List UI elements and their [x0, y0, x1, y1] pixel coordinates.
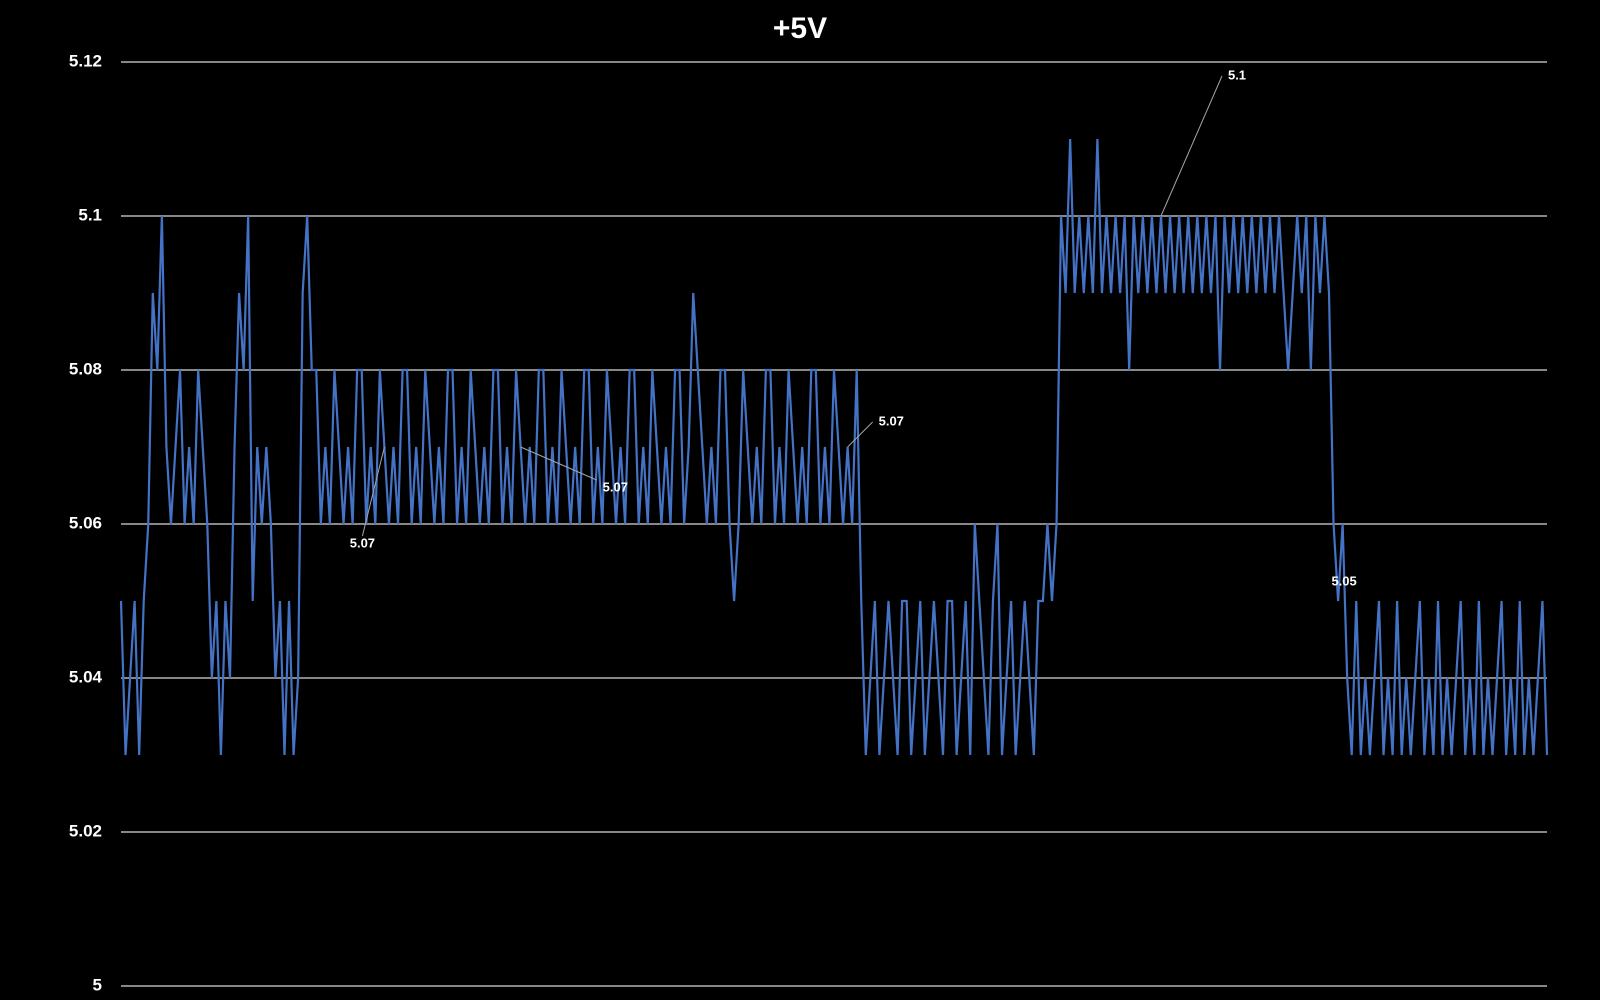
data-label: 5.05: [1331, 573, 1356, 588]
y-tick-label: 5: [93, 975, 102, 994]
y-tick-label: 5.08: [69, 359, 102, 378]
leader-line: [361, 446, 385, 537]
data-label: 5.1: [1228, 67, 1246, 82]
data-label: 5.07: [350, 535, 375, 550]
data-label: 5.07: [603, 479, 628, 494]
y-tick-label: 5.02: [69, 821, 102, 840]
leader-line: [1160, 75, 1223, 217]
line-series: [119, 138, 1549, 756]
y-tick-label: 5.1: [78, 205, 102, 224]
chart-title: +5V: [773, 12, 827, 45]
leader-line: [520, 446, 597, 481]
leader-line: [847, 421, 873, 448]
data-label: 5.07: [879, 413, 904, 428]
y-tick-label: 5.06: [69, 513, 102, 532]
y-tick-label: 5.12: [69, 51, 102, 70]
y-tick-label: 5.04: [69, 667, 103, 686]
